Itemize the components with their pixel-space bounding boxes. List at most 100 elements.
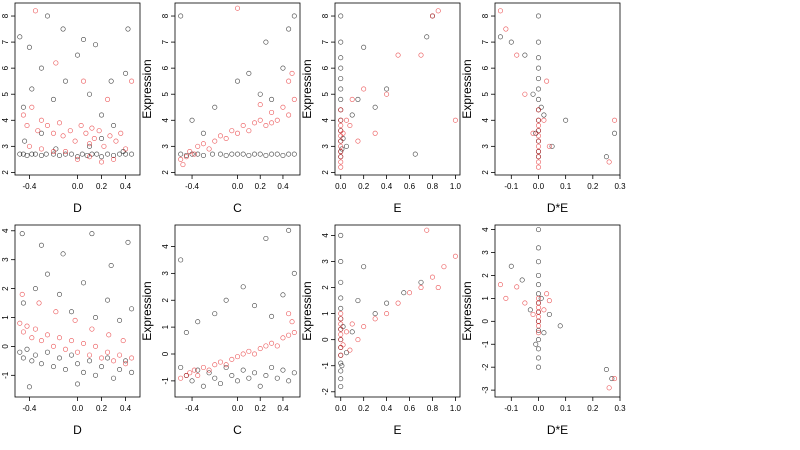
black-data-point [94,151,100,157]
red-data-point [223,362,229,368]
red-data-point [384,91,390,97]
red-data-point [180,162,186,168]
black-data-point [50,96,56,102]
red-data-point [195,143,201,149]
black-data-point [123,151,129,157]
black-data-point [338,360,344,366]
scatter-panel-3: 0.0 0.2 0.4 0.6 0.8 1.0 2 3 4 5 6 7 8 E Expression [300,2,462,215]
black-data-point [111,122,117,128]
black-data-point [535,245,541,251]
black-data-point [246,70,252,76]
x-tick-label: 0.4 [277,404,289,413]
red-data-point [514,284,520,290]
red-data-point [435,8,441,14]
red-data-point [118,130,124,136]
black-data-point [89,231,95,237]
black-data-point [212,311,218,317]
black-data-point [338,76,344,82]
black-data-point [384,300,390,306]
y-tick-label: 0 [321,337,330,342]
y-tick-label: 6 [321,65,330,70]
red-data-point [497,282,503,288]
y-tick-label: 3 [481,144,490,149]
red-data-point [68,338,74,344]
black-data-point [195,319,201,325]
black-data-point [200,383,206,389]
y-tick-label: 8 [161,13,170,18]
y-tick-label: 3 [1,257,10,262]
black-data-point [223,152,229,158]
red-data-point [191,367,197,373]
y-tick-label: 1 [481,296,490,301]
x-tick-label: 0.8 [427,404,439,413]
red-data-point [72,138,78,144]
black-data-point [338,13,344,19]
x-tick-label: 0.8 [427,182,439,191]
y-tick-label: 4 [321,233,330,238]
black-data-point [212,375,218,381]
red-data-point [355,337,361,343]
red-data-point [286,78,292,84]
black-data-point [497,34,503,40]
y-tick-label: 1 [321,311,330,316]
red-data-point [535,143,541,149]
red-data-point [99,355,105,361]
red-data-point [418,285,424,291]
black-data-point [99,136,105,142]
black-data-point [338,258,344,264]
red-data-point [522,300,528,306]
red-data-point [38,117,44,123]
red-data-point [361,324,367,330]
red-data-point [338,122,344,128]
black-data-point [62,367,68,373]
x-tick-label: 0.2 [96,182,108,191]
black-data-point [60,251,66,257]
black-data-point [75,381,81,387]
y-tick-label: 7 [1,39,10,44]
black-data-point [111,375,117,381]
red-data-point [113,138,119,144]
black-data-point [535,65,541,71]
black-data-point [286,26,292,32]
x-tick-label: 0.4 [381,404,393,413]
black-data-point [22,138,28,144]
y-tick-label: 5 [481,91,490,96]
black-data-point [349,329,355,335]
black-data-point [519,277,525,283]
x-tick-label: 0.1 [560,404,572,413]
red-data-point [535,314,541,320]
y-tick-label: -3 [481,386,490,394]
red-data-point [120,338,126,344]
black-data-point [563,117,569,123]
black-data-point [189,378,195,384]
red-data-point [338,117,344,123]
red-data-point [117,352,123,358]
red-data-point [89,125,95,131]
black-data-point [235,378,241,384]
x-tick-label: 0.0 [72,404,84,413]
black-data-point [75,361,81,367]
red-data-point [280,104,286,110]
black-data-point [546,311,552,317]
x-tick-label: 0.0 [232,404,244,413]
black-data-point [38,130,44,136]
red-data-point [286,112,292,118]
black-data-point [609,376,615,382]
red-data-point [535,154,541,160]
black-data-point [424,34,430,40]
x-tick-label: 0.6 [404,404,416,413]
x-axis-label: D [73,201,82,215]
red-data-point [20,329,26,335]
y-tick-label: 5 [321,91,330,96]
red-data-point [535,309,541,315]
black-data-point [240,284,246,290]
red-data-point [407,290,413,296]
black-data-point [17,349,23,355]
y-tick-label: 3 [481,250,490,255]
black-data-point [603,366,609,372]
red-data-point [338,138,344,144]
black-data-point [93,372,99,378]
black-data-point [535,86,541,92]
black-data-point [274,151,280,157]
black-data-point [81,369,87,375]
